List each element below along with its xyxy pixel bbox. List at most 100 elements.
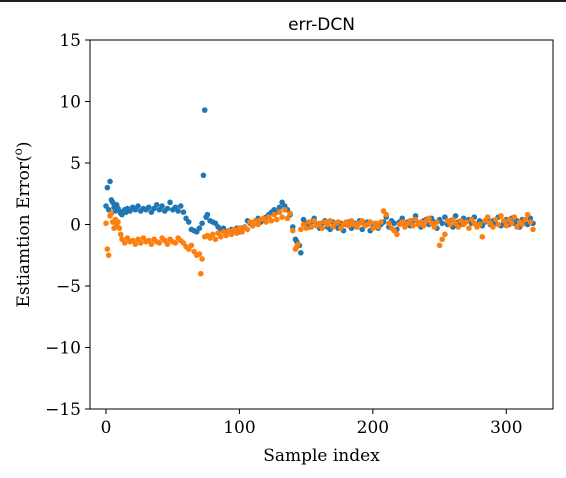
series-2-point [108,210,115,217]
series-2-point [359,218,366,224]
chart-title: err-DCN [288,15,355,35]
series-2-point [282,206,288,213]
series-2-point [164,241,171,247]
series-2-point [268,218,275,224]
series-1-point [201,107,208,113]
series-2-point [103,220,109,227]
series-2-point [500,218,507,224]
series-2-point [484,214,491,220]
series-1-point [104,184,111,191]
series-2-point [319,225,325,231]
series-2-point [492,216,499,223]
series-2-point [308,224,315,230]
series-2-point [519,221,526,228]
series-2-point [279,214,285,220]
series-2-point [426,215,432,222]
series-2-point [498,213,504,219]
series-1-point [180,209,187,215]
x-tick-label: 200 [357,418,389,438]
series-2-point [522,216,528,223]
series-2-point [284,215,291,222]
y-axis-label: Estiamtion Error(o) [11,141,34,307]
series-1-point [135,203,141,209]
series-1-point [177,203,184,209]
series-2-point [239,229,245,235]
series-2-point [511,214,518,220]
y-tick-label: 0 [70,216,81,236]
series-2-point [420,222,427,229]
series-1-point [196,225,203,231]
series-2-point [306,219,312,225]
series-2-point [311,218,317,224]
y-axis-label-superscript: o [11,148,25,155]
series-2-point [228,231,235,238]
top-border-line [0,0,566,2]
series-2-point [412,216,419,223]
series-2-point [217,234,224,240]
y-tick-label: −10 [45,339,81,359]
series-2-point [383,211,390,218]
series-1-point [298,249,304,256]
series-2-point [530,226,536,233]
series-1-point [391,220,398,227]
series-2-point [209,231,216,238]
series-2-point [527,219,534,225]
series-1-point [109,199,116,206]
series-2-point [156,240,163,246]
series-2-point [463,219,470,225]
series-2-point [479,234,486,240]
series-2-point [115,219,121,225]
series-2-point [367,219,374,225]
series-2-point [276,209,283,215]
series-1-point [204,211,211,218]
y-axis-label-close: ) [14,141,34,148]
series-2-point [466,225,472,231]
series-2-point [394,231,400,238]
series-2-point [105,252,112,259]
series-2-point [196,251,203,257]
series-2-point [431,224,438,230]
y-tick-label: 15 [59,31,81,51]
series-2-point [233,230,240,236]
series-2-point [455,224,462,230]
series-2-point [249,222,256,229]
y-tick-label: 10 [59,93,81,113]
series-2-point [117,231,124,238]
series-2-point [439,236,446,243]
series-1-point [199,220,205,227]
series-2-point [434,219,440,225]
series-2-point [327,218,333,224]
series-2-point [503,222,510,229]
series-1-point [439,220,446,227]
series-2-point [212,236,219,243]
series-2-point [335,219,341,225]
series-1-point [167,199,173,206]
series-2-point [386,220,392,227]
series-2-point [490,224,496,230]
series-2-point [263,219,269,225]
series-1-point [175,208,181,214]
series-2-point [346,222,352,229]
series-2-point [378,219,384,225]
series-1-point [159,203,165,209]
series-2-point [121,240,128,246]
series-1-point [145,204,152,211]
series-2-point [197,270,204,277]
y-tick-label: −5 [56,277,81,297]
y-tick-label: 5 [70,154,81,174]
x-tick-label: 0 [101,418,112,438]
series-2-point [399,219,406,225]
series-1-point [119,211,125,218]
series-2-point [476,221,483,228]
series-2-point [255,221,261,228]
series-2-point [375,224,382,230]
x-tick-label: 300 [490,418,522,438]
series-2-point [132,241,139,247]
series-2-point [524,211,531,218]
series-2-point [495,221,502,228]
y-tick-label: −15 [45,400,81,420]
series-2-point [442,231,448,238]
series-2-point [274,216,280,223]
x-tick-label: 100 [223,418,255,438]
